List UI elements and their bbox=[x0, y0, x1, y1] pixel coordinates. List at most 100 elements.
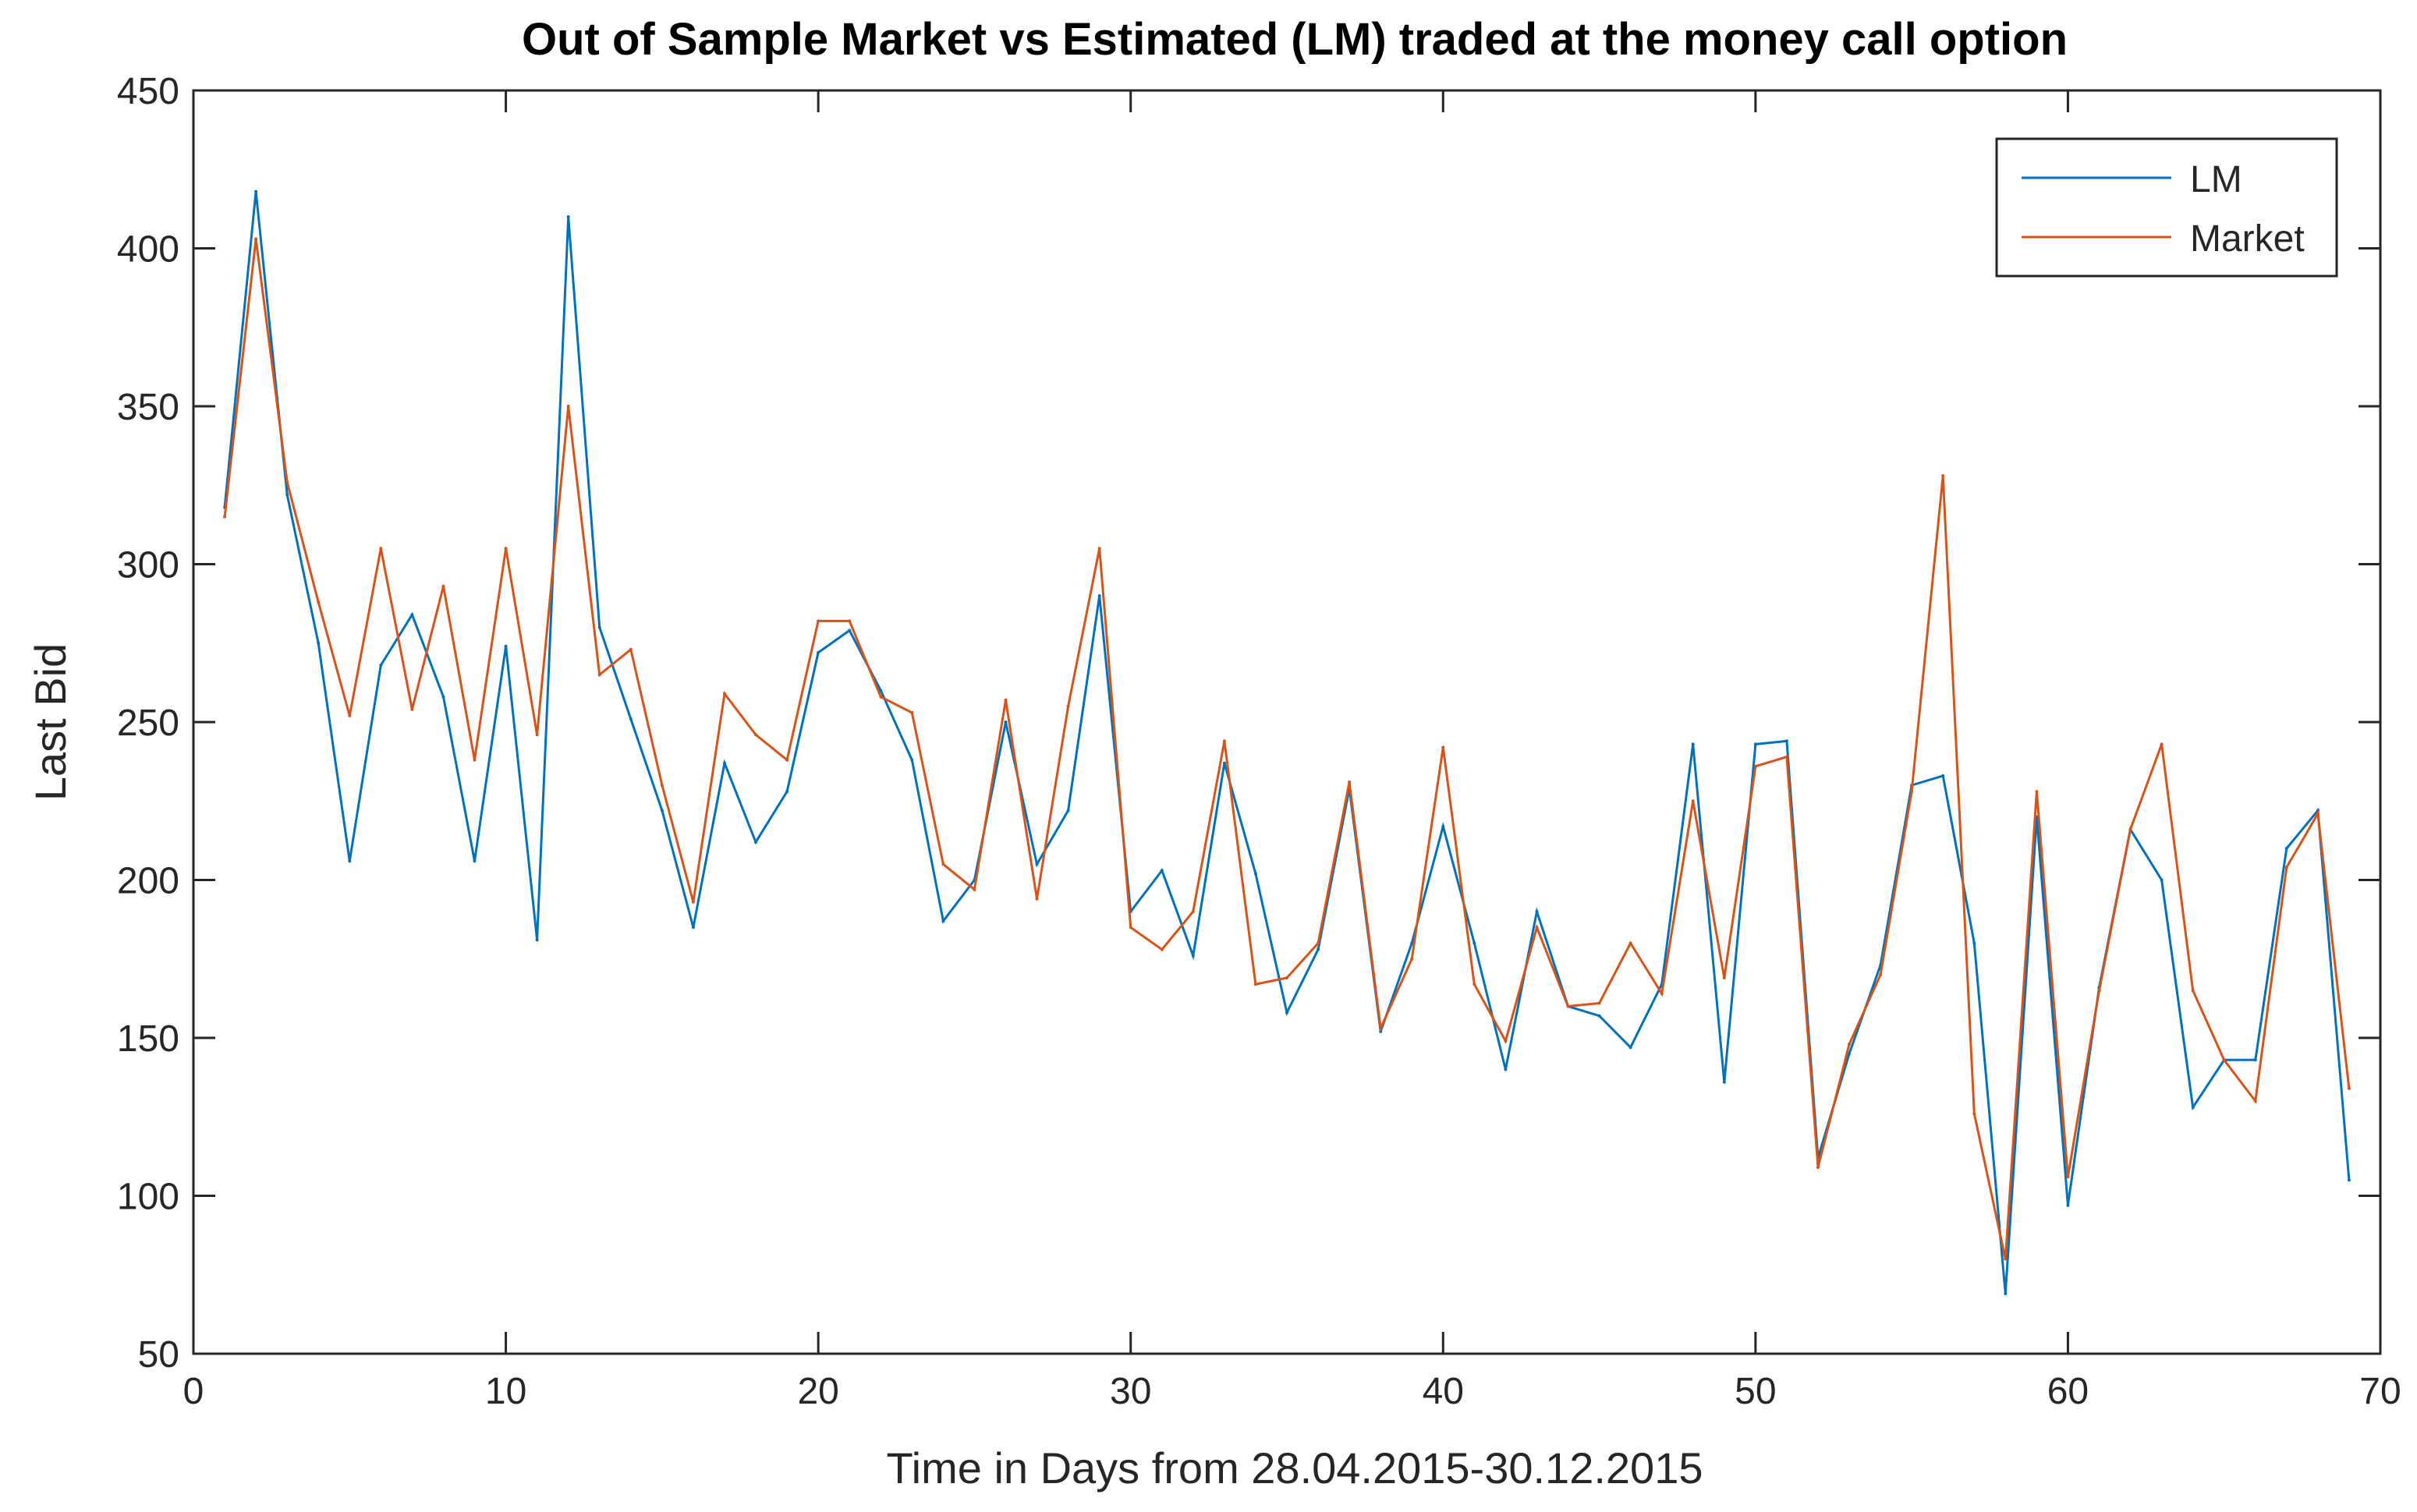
data-point-market bbox=[660, 784, 664, 787]
data-point-market bbox=[597, 673, 601, 677]
data-point-lm bbox=[723, 761, 726, 765]
data-point-market bbox=[2191, 989, 2195, 993]
data-point-market bbox=[1910, 790, 1914, 794]
data-point-lm bbox=[597, 625, 601, 629]
data-point-market bbox=[1160, 947, 1164, 951]
data-point-market bbox=[1879, 973, 1883, 976]
data-point-market bbox=[1441, 745, 1445, 749]
data-point-lm bbox=[785, 790, 789, 794]
data-point-market bbox=[2097, 989, 2101, 993]
data-point-market bbox=[504, 547, 508, 551]
data-point-market bbox=[1253, 983, 1257, 986]
data-point-market bbox=[1348, 780, 1352, 784]
series-points-market bbox=[223, 237, 2351, 1261]
data-point-market bbox=[285, 480, 289, 484]
x-tick-label: 60 bbox=[2047, 1371, 2089, 1412]
legend-box bbox=[1995, 137, 2338, 278]
plot-area: 0 10 20 30 40 50 60 70 50 100 150 200 250 300 350 400 45… bbox=[117, 71, 2401, 1412]
data-point-lm bbox=[1972, 941, 1976, 945]
data-point-lm bbox=[535, 938, 539, 942]
data-point-lm bbox=[1035, 862, 1039, 866]
y-tick-label: 400 bbox=[117, 229, 179, 271]
x-axis-label: Time in Days from 28.04.2015-30.12.2015 bbox=[887, 1443, 1703, 1493]
data-point-lm bbox=[410, 613, 414, 617]
data-point-market bbox=[2284, 866, 2288, 869]
data-point-lm bbox=[629, 717, 633, 721]
data-point-market bbox=[379, 547, 383, 551]
data-point-lm bbox=[1066, 809, 1070, 813]
data-point-lm bbox=[1597, 1014, 1601, 1018]
x-tick-label: 20 bbox=[797, 1371, 838, 1412]
data-point-market bbox=[2222, 1058, 2226, 1062]
data-point-market bbox=[1972, 1112, 1976, 1116]
data-point-market bbox=[441, 584, 445, 588]
data-point-market bbox=[910, 710, 914, 714]
data-point-lm bbox=[1628, 1046, 1632, 1050]
data-point-lm bbox=[1691, 742, 1695, 746]
data-point-lm bbox=[1097, 594, 1101, 597]
data-point-lm bbox=[1784, 739, 1788, 743]
data-point-market bbox=[1004, 698, 1008, 702]
data-point-market bbox=[1816, 1166, 1820, 1169]
data-point-market bbox=[2160, 742, 2164, 746]
x-tick-label: 0 bbox=[183, 1371, 204, 1412]
data-point-lm bbox=[1441, 824, 1445, 828]
data-point-lm bbox=[1473, 941, 1476, 945]
y-tick-label: 300 bbox=[117, 545, 179, 586]
data-point-lm bbox=[2004, 1292, 2008, 1295]
data-point-lm bbox=[285, 493, 289, 497]
chart-title: Out of Sample Market vs Estimated (LM) t… bbox=[522, 14, 2068, 65]
data-point-lm bbox=[754, 840, 757, 844]
data-point-market bbox=[879, 695, 883, 699]
data-point-lm bbox=[848, 629, 852, 632]
data-point-market bbox=[785, 758, 789, 762]
data-point-market bbox=[535, 733, 539, 737]
data-point-market bbox=[1848, 1043, 1851, 1046]
data-point-market bbox=[1066, 704, 1070, 708]
data-point-market bbox=[254, 237, 258, 241]
ticks-layer: 0 10 20 30 40 50 60 70 50 100 150 200 250 300 350 400 45… bbox=[117, 71, 2401, 1412]
series-points-lm bbox=[223, 189, 2351, 1295]
data-point-lm bbox=[254, 189, 258, 193]
data-point-market bbox=[1941, 474, 1945, 478]
data-point-market bbox=[2004, 1257, 2008, 1261]
data-point-market bbox=[973, 887, 976, 891]
data-point-market bbox=[223, 515, 227, 519]
data-point-market bbox=[1691, 799, 1695, 803]
data-point-market bbox=[1097, 547, 1101, 551]
data-point-lm bbox=[1410, 941, 1414, 945]
data-point-market bbox=[817, 619, 820, 623]
data-point-market bbox=[754, 733, 757, 737]
legend-label-market: Market bbox=[2190, 218, 2305, 260]
data-point-market bbox=[1410, 957, 1414, 961]
data-point-lm bbox=[1222, 761, 1226, 765]
data-point-market bbox=[1035, 897, 1039, 901]
x-tick-label: 30 bbox=[1110, 1371, 1151, 1412]
series-layer bbox=[223, 189, 2351, 1295]
data-point-lm bbox=[504, 644, 508, 648]
data-point-lm bbox=[1191, 954, 1195, 958]
data-point-market bbox=[691, 900, 695, 904]
plot-background bbox=[193, 90, 2380, 1354]
data-point-lm bbox=[2066, 1203, 2070, 1207]
data-point-lm bbox=[1941, 774, 1945, 777]
data-point-lm bbox=[1285, 1011, 1288, 1014]
data-point-lm bbox=[879, 689, 883, 692]
data-point-lm bbox=[817, 650, 820, 654]
data-point-market bbox=[848, 619, 852, 623]
data-point-lm bbox=[941, 919, 945, 923]
data-point-lm bbox=[1535, 910, 1539, 913]
data-point-lm bbox=[1504, 1068, 1508, 1071]
x-tick-label: 70 bbox=[2359, 1371, 2401, 1412]
data-point-market bbox=[317, 600, 321, 604]
data-point-market bbox=[566, 405, 570, 408]
data-point-market bbox=[2347, 1086, 2351, 1090]
data-point-market bbox=[2035, 790, 2039, 794]
data-point-lm bbox=[1160, 869, 1164, 873]
data-point-market bbox=[1473, 983, 1476, 986]
data-point-market bbox=[629, 647, 633, 651]
data-point-lm bbox=[660, 809, 664, 813]
legend: LM Market bbox=[1995, 137, 2338, 278]
data-point-market bbox=[723, 692, 726, 696]
